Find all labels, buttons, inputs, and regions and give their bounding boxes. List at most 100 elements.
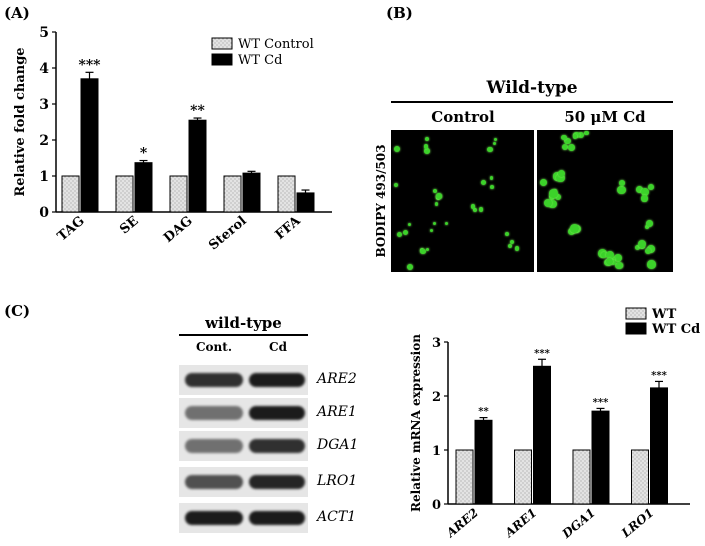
lipid-droplet [647, 244, 656, 253]
lipid-droplet [396, 232, 402, 238]
gel-band-cd [249, 406, 305, 420]
lipid-droplet [641, 187, 650, 196]
y-tick-label: 3 [432, 336, 441, 351]
category-label: LRO1 [618, 506, 656, 541]
lipid-droplet [487, 146, 493, 152]
lipid-droplet [646, 220, 653, 227]
lipid-droplet [647, 260, 656, 269]
y-tick-label: 1 [432, 444, 441, 459]
lipid-droplet [644, 247, 651, 255]
bar-control [514, 449, 532, 505]
lipid-droplet [434, 202, 439, 206]
bar-control [169, 175, 188, 213]
gel-band-cd [249, 373, 305, 387]
gel-lane-row [179, 467, 308, 497]
y-tick-label: 0 [432, 498, 441, 513]
bar-treatment [474, 419, 493, 505]
category-label: DGA1 [559, 506, 598, 542]
significance-label: ** [478, 407, 489, 418]
lipid-droplet [569, 224, 579, 234]
gel-band-control [185, 439, 243, 453]
lipid-droplet [403, 229, 409, 235]
lipid-droplet [393, 183, 399, 188]
category-label: FFA [273, 213, 305, 243]
lipid-droplet [394, 146, 401, 153]
legend-label: WT [651, 307, 677, 322]
y-tick-label: 2 [39, 133, 49, 149]
lipid-droplet [561, 134, 567, 141]
lipid-droplet [509, 239, 514, 244]
legend-swatch [211, 53, 233, 66]
bar-control [223, 175, 242, 213]
lipid-droplet [478, 207, 484, 212]
lipid-droplet [492, 141, 496, 145]
lipid-droplet [619, 180, 625, 186]
gel-band-control [185, 511, 243, 525]
gel-band-cd [249, 475, 305, 489]
lipid-droplet [610, 260, 616, 266]
bar-treatment [80, 78, 99, 213]
category-label: TAG [55, 214, 88, 245]
category-label: DAG [161, 214, 196, 246]
lipid-droplet [432, 188, 438, 194]
gel-gene-label: ARE1 [317, 404, 357, 420]
microscopy-title: Wild-type [486, 78, 578, 98]
y-tick-label: 2 [432, 390, 441, 405]
gel-band-cd [249, 511, 305, 525]
gel-band-control [185, 406, 243, 420]
lipid-droplet [573, 134, 578, 139]
bar-treatment [533, 365, 551, 505]
lipid-droplet [423, 144, 429, 149]
lipid-droplet [539, 179, 547, 186]
gel-title-rule [179, 334, 308, 336]
bar-treatment [650, 387, 668, 505]
bar-control [115, 175, 134, 213]
y-tick-label: 3 [39, 97, 49, 113]
lipid-droplet [489, 176, 493, 180]
chart-a: 0 1 2 3 4 5 Relative fold change *** TAG * SE ** DAG… [13, 25, 332, 254]
y-axis-title: Relative fold change [13, 47, 28, 196]
gel-gene-label: DGA1 [317, 437, 359, 453]
lipid-droplet [578, 132, 585, 139]
gel-lane-row [179, 503, 308, 533]
significance-label: *** [534, 348, 550, 359]
gel-band-control [185, 475, 243, 489]
category-label: SE [117, 214, 141, 238]
lipid-droplet [636, 185, 643, 193]
bar-control [572, 449, 591, 505]
microscopy-stain-label: BODIPY 493/503 [374, 144, 388, 258]
lipid-droplet [490, 185, 495, 190]
lipid-droplet [425, 248, 430, 252]
lipid-droplet [600, 252, 607, 259]
lipid-droplet [514, 246, 520, 251]
lipid-droplet [549, 189, 559, 198]
bar-control [455, 449, 474, 505]
chart-c: 0 1 2 3 Relative mRNA expression ** ARE2 *** ARE… [409, 307, 700, 542]
gel-lane-row [179, 398, 308, 428]
lipid-droplet [493, 138, 497, 142]
lipid-droplet [470, 204, 476, 209]
bar-treatment [242, 172, 261, 213]
lipid-droplet [606, 257, 614, 265]
microscopy-title-rule [391, 101, 673, 103]
microscopy-image-control [391, 130, 534, 272]
category-label: Sterol [206, 214, 249, 254]
category-label: ARE2 [443, 506, 481, 541]
microscopy-image-cd [537, 130, 673, 272]
significance-label: *** [593, 397, 609, 408]
y-tick-label: 1 [39, 169, 49, 185]
lipid-droplet [556, 173, 565, 183]
lipid-droplet [543, 198, 552, 207]
panel-label-b: (B) [386, 4, 413, 22]
lipid-droplet [420, 248, 426, 254]
bar-control [277, 175, 296, 213]
gel-band-control [185, 373, 243, 387]
lipid-droplet [563, 137, 571, 145]
gel-gene-label: ACT1 [317, 509, 357, 525]
significance-label: ** [190, 103, 205, 119]
bar-treatment [134, 162, 153, 213]
lipid-droplet [644, 225, 649, 230]
panel-label-a: (A) [4, 4, 30, 22]
microscopy-col-control: Control [431, 108, 495, 126]
lipid-droplet [504, 232, 509, 237]
